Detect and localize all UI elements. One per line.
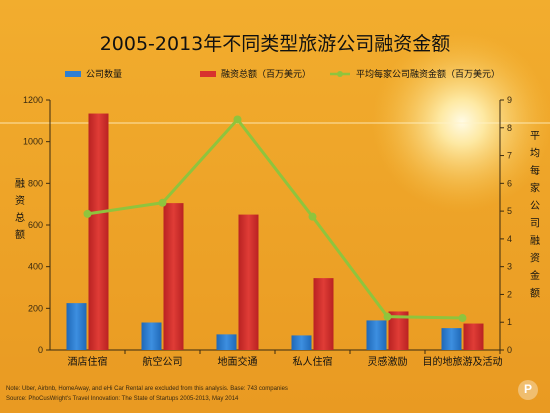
y-tick-label-left: 400 [28,262,43,272]
plot-layer: 0200400600800100012000123456789融资总额平均每家公… [15,68,540,368]
y-tick-label-right: 3 [507,262,512,272]
bar-count [66,303,87,350]
y-tick-label-right: 2 [507,289,512,299]
bar-funding [313,278,334,350]
y-tick-label-left: 0 [38,345,43,355]
y-tick-label-right: 8 [507,123,512,133]
y2-axis-title-char: 司 [530,219,540,230]
y-tick-label-left: 200 [28,303,43,313]
avg-funding-point [458,314,467,323]
sun-glow [372,32,550,212]
chart-title: 2005-2013年不同类型旅游公司融资金额 [99,33,451,55]
x-tick-label: 私人住宿 [293,355,333,368]
bar-funding [238,214,259,350]
y2-axis-title-char: 家 [530,182,540,195]
y-tick-label-right: 0 [507,345,512,355]
y-tick-label-right: 4 [507,234,512,244]
y2-axis-title-char: 平 [530,131,540,142]
x-tick-label: 地面交通 [218,355,258,368]
source-text: Source: PhoCusWright's Travel Innovation… [6,396,239,402]
y-tick-label-left: 1200 [23,95,43,105]
y-tick-label-left: 600 [28,220,43,230]
logo-letter: P [523,382,532,396]
y-tick-label-left: 800 [28,178,43,188]
legend-swatch [65,71,81,77]
avg-funding-point [158,198,167,207]
y2-axis-title-char: 资 [530,253,540,265]
y2-axis-title-char: 金 [530,269,540,282]
legend-label: 平均每家公司融资金额（百万美元） [356,68,500,80]
legend-swatch-dot [337,71,343,77]
avg-funding-point [308,212,317,221]
bar-funding [88,113,109,351]
y-tick-label-right: 9 [507,95,512,105]
bar-count [291,335,312,350]
y2-axis-title-char: 公 [530,201,540,212]
y-tick-label-right: 5 [507,206,512,216]
bar-funding [463,323,484,350]
note-text: Note: Uber, Airbnb, HomeAway, and eHi Ca… [6,386,288,392]
avg-funding-line [87,117,463,320]
y2-axis-title-char: 每 [530,164,540,177]
bar-count [216,334,237,350]
y-axis-title-char: 总 [15,211,25,224]
bar-count [141,322,162,350]
logo: P [518,380,538,400]
y2-axis-title-char: 额 [530,287,540,300]
bar-count [441,328,462,350]
legend-swatch [200,71,216,77]
y2-axis-title-char: 融 [530,235,540,247]
avg-funding-point [383,312,392,321]
bar-funding [163,203,184,350]
x-tick-label: 灵感激励 [368,355,408,368]
y-tick-label-right: 1 [507,317,512,327]
avg-funding-point [83,209,92,218]
x-tick-label: 目的地旅游及活动 [423,355,503,368]
legend-label: 融资总额（百万美元） [221,68,311,80]
bar-count [366,320,387,350]
y-tick-label-right: 7 [507,151,512,161]
y-tick-label-right: 6 [507,178,512,188]
y-axis-title-char: 融 [15,178,25,190]
y2-axis-title-char: 均 [530,148,540,160]
y-tick-label-left: 1000 [23,137,43,147]
y-axis-title-char: 额 [15,228,25,241]
x-tick-label: 航空公司 [143,355,183,368]
avg-funding-point [233,115,242,124]
legend-label: 公司数量 [86,68,122,80]
x-tick-label: 酒店住宿 [68,355,108,368]
bar-funding [388,311,409,350]
y-axis-title-char: 资 [15,195,25,207]
